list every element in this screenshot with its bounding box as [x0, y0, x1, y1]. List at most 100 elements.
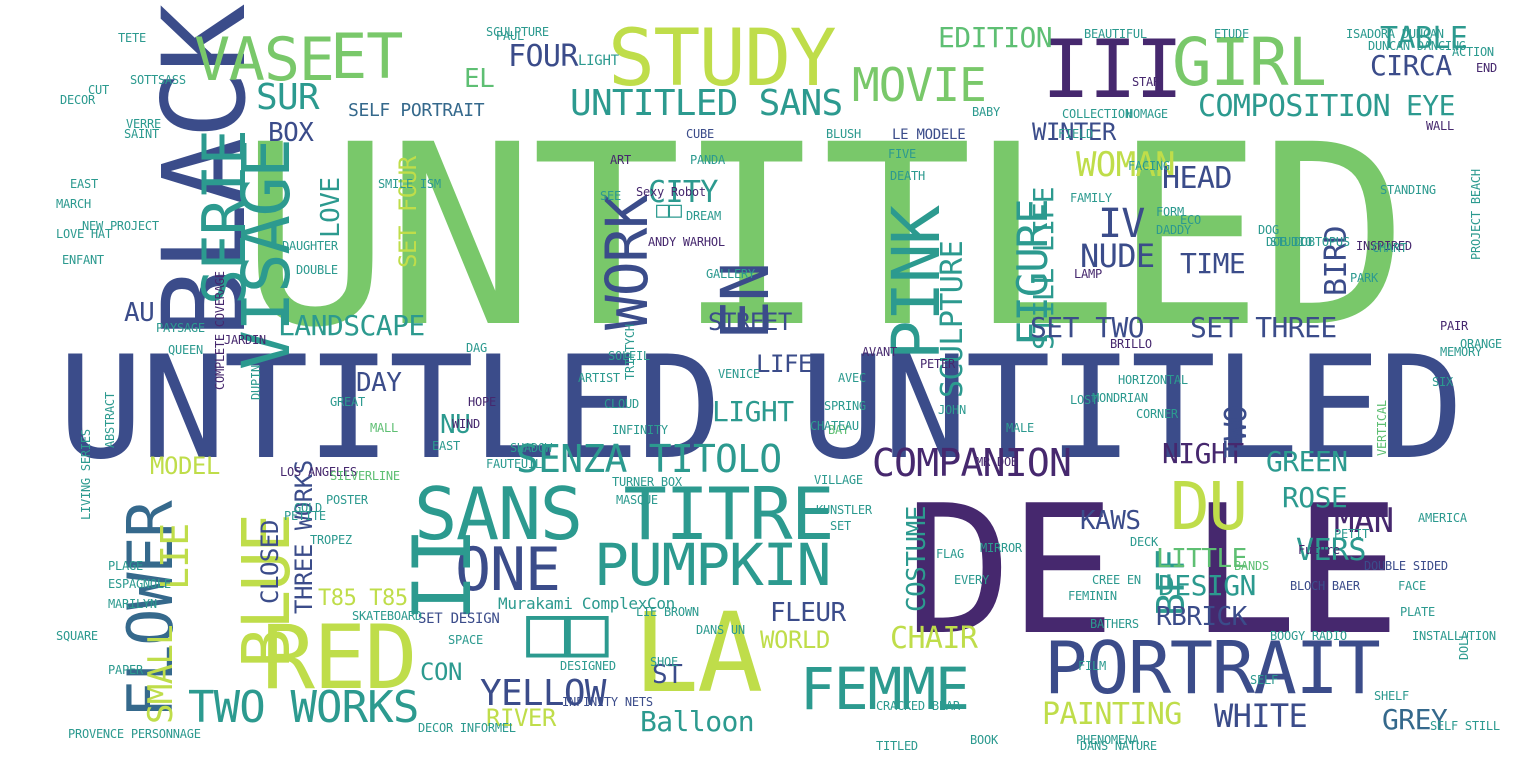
word-paysage: PAYSAGE: [156, 321, 205, 335]
word-cube: CUBE: [686, 127, 714, 141]
word-petite: PETITE: [284, 509, 326, 523]
word-t85-t85: T85 T85: [318, 586, 408, 611]
word-little: LITTLE: [1156, 544, 1247, 574]
word-queen: QUEEN: [168, 343, 203, 357]
word-eco: ECO: [1180, 213, 1201, 227]
word-cracked-bear: CRACKED BEAR: [876, 699, 960, 713]
word-two: TWO: [1219, 405, 1254, 458]
word-every: EVERY: [954, 573, 989, 587]
word-landscape: LANDSCAPE: [278, 309, 425, 342]
word-five: FIVE: [888, 147, 916, 161]
word-closed: CLOSED: [256, 520, 284, 604]
word-death: DEATH: [890, 169, 925, 183]
word-circa: CIRCA: [1370, 49, 1452, 82]
word-horizontal: HORIZONTAL: [1118, 373, 1188, 387]
word-four: FOUR: [508, 39, 578, 74]
word-memory: MEMORY: [1440, 345, 1482, 359]
word-east: EAST: [70, 177, 98, 191]
word-portrait: PORTRAIT: [1044, 626, 1381, 710]
word-lie-brown: LIE BROWN: [636, 605, 699, 619]
word-au: AU: [124, 298, 155, 328]
word-grey: GREY: [1382, 703, 1448, 736]
word-vertical: VERTICAL: [1375, 400, 1389, 456]
word-le: LE: [1190, 467, 1401, 674]
word-cloud: CLOUD: [604, 397, 639, 411]
word-murakami-complexcon: Murakami ComplexCon: [498, 594, 675, 613]
word-tete: TETE: [118, 31, 146, 45]
word-glyph: □□: [656, 198, 682, 223]
word-abstract: ABSTRACT: [103, 392, 117, 448]
word-lamp: LAMP: [1074, 267, 1102, 281]
word-spring: SPRING: [824, 399, 866, 413]
word-untitled: UNTITLED: [240, 91, 1409, 382]
word-field: FIELD: [1058, 127, 1093, 141]
word-red: RED: [262, 606, 417, 709]
word-avant: AVANT: [862, 345, 897, 359]
word-el: EL: [464, 64, 495, 94]
word-set-two: SET TWO: [1030, 311, 1145, 344]
word-fauteuil: FAUTEUIL: [486, 457, 542, 471]
word-time: TIME: [1180, 247, 1246, 280]
word-marilyn: MARILYN: [108, 597, 157, 611]
word-day: DAY: [356, 368, 402, 398]
word-double: DOUBLE: [296, 263, 338, 277]
word-kaws: KAWS: [1080, 506, 1141, 536]
word-triptych: TRIPTYCH: [623, 324, 637, 380]
word-sottsass: SOTTSASS: [130, 73, 186, 87]
word-chateau: CHATEAU: [810, 419, 859, 433]
word-book: BOOK: [970, 733, 998, 747]
word-east: EAST: [432, 439, 460, 453]
word-yellow: YELLOW: [480, 673, 606, 714]
word-chart: CHART: [1372, 241, 1407, 255]
word-kunstler: KUNSTLER: [816, 503, 872, 517]
word-boogy-radio: BOOGY RADIO: [1270, 629, 1347, 643]
word-glyph: □□: [526, 590, 609, 672]
word-espagnole: ESPAGNOLE: [108, 577, 171, 591]
word-daddy: DADDY: [1156, 223, 1191, 237]
word-daughter: DAUGHTER: [282, 239, 338, 253]
word-jardin: JARDIN: [224, 333, 266, 347]
word-space: SPACE: [448, 633, 483, 647]
word-untitled-sans: UNTITLED SANS: [570, 83, 843, 124]
word-head: HEAD: [1162, 161, 1232, 196]
word-face: FACE: [1398, 579, 1426, 593]
word-le-modele: LE MODELE: [892, 127, 966, 143]
word-man: MAN: [1334, 501, 1394, 541]
word-smile-ism: SMILE ISM: [378, 177, 441, 191]
word-future: Future: [1298, 543, 1340, 557]
word-self: SELF: [1250, 673, 1278, 687]
word-box: BOX: [268, 118, 314, 148]
word-infinity: INFINITY: [612, 423, 668, 437]
word-rbrick: RBRICK: [1156, 602, 1247, 632]
word-venice: VENICE: [718, 367, 760, 381]
word-soleil: SOLEIL: [608, 349, 650, 363]
word-cree-en: CREE EN: [1092, 573, 1141, 587]
word-small: SMALL: [141, 625, 181, 724]
word-form: FORM: [1156, 205, 1184, 219]
word-white: WHITE: [1214, 697, 1308, 735]
word-hope: HOPE: [468, 395, 496, 409]
word-great: GREAT: [330, 395, 365, 409]
word-saint: SAINT: [124, 127, 159, 141]
word-pair: PAIR: [1440, 319, 1468, 333]
word-peter: PETER: [920, 357, 955, 371]
word-paper: PAPER: [108, 663, 143, 677]
word-studio: STUDIO: [1270, 235, 1312, 249]
word-nude: NUDE: [1080, 237, 1155, 275]
word-etude: ETUDE: [1214, 27, 1249, 41]
word-mondrian: MONDRIAN: [1092, 391, 1148, 405]
word-sexy-robot: Sexy Robot: [636, 185, 706, 199]
word-untitled: UNTITLED: [58, 326, 722, 491]
word-two-works: TWO WORKS: [188, 682, 419, 733]
word-eye: EYE: [1406, 89, 1455, 122]
word-dog: DOG: [1258, 223, 1279, 237]
word-new-project: NEW PROJECT: [82, 219, 159, 233]
word-love-hat: LOVE HAT: [56, 227, 112, 241]
word-turner-box: TURNER BOX: [612, 475, 682, 489]
word-con: CON: [420, 658, 462, 686]
word-light: LIGHT: [712, 395, 794, 428]
word-dob-dobtopus: DOB DOBTOPUS: [1266, 235, 1350, 249]
word-shelf: SHELF: [1374, 689, 1409, 703]
word-decor-informel: DECOR INFORMEL: [418, 721, 516, 735]
